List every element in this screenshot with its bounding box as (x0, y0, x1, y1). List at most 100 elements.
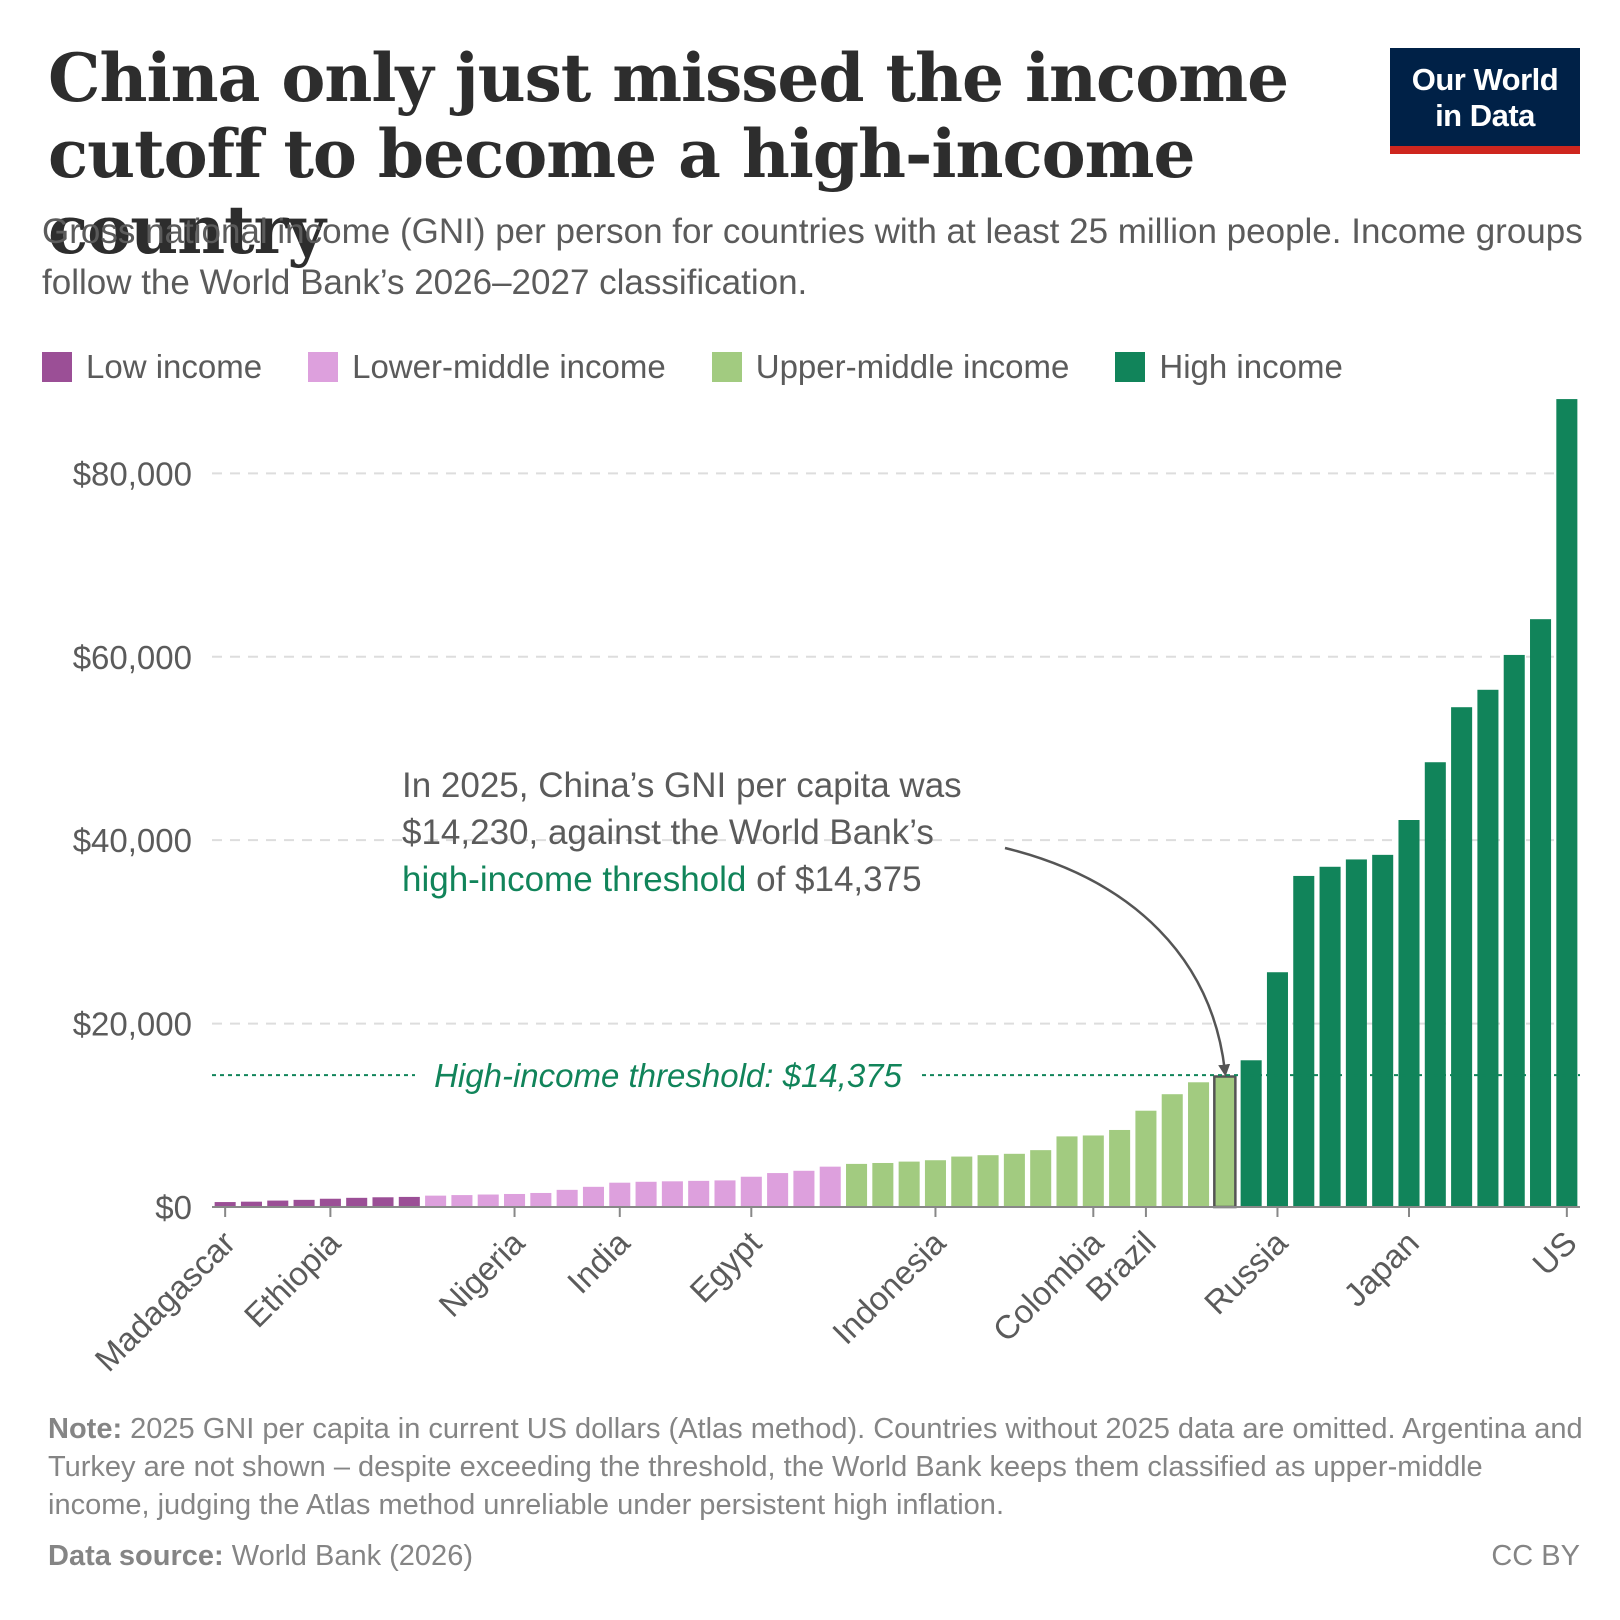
bar[interactable] (924, 1160, 946, 1207)
bar[interactable] (1424, 762, 1446, 1207)
bar[interactable] (1293, 875, 1315, 1207)
annotation-line-1: In 2025, China’s GNI per capita was (402, 766, 962, 805)
logo-line-1: Our World (1411, 62, 1559, 97)
legend-item-lower-middle[interactable]: Lower-middle income (308, 348, 666, 386)
bar[interactable] (1135, 1110, 1157, 1207)
bar-chart: $0 $20,000 $40,000 $60,000 $80,000 High-inco… (73, 399, 1584, 1378)
chart-title: China only just missed the income cutoff… (48, 39, 1289, 269)
legend-swatch-lower-middle (308, 352, 339, 382)
note-label: Note: (48, 1413, 123, 1445)
x-tick-label: Egypt (682, 1224, 768, 1310)
bar[interactable] (1082, 1135, 1104, 1207)
owid-logo[interactable]: Our World in Data (1390, 48, 1580, 154)
legend: Low income Lower-middle income Upper-mid… (42, 345, 1389, 389)
bar[interactable] (504, 1193, 526, 1207)
logo-line-2: in Data (1435, 98, 1535, 133)
bar[interactable] (1003, 1153, 1025, 1207)
x-tick-label: Ethiopia (237, 1223, 348, 1334)
threshold-line-group: High-income threshold: $14,375 (212, 1057, 1580, 1094)
bar[interactable] (767, 1173, 789, 1207)
y-tick-label: $80,000 (73, 455, 192, 492)
footnote: Note: 2025 GNI per capita in current US … (48, 1410, 1588, 1524)
legend-label-high: High income (1159, 348, 1343, 385)
bar[interactable] (267, 1200, 289, 1207)
bar[interactable] (582, 1186, 604, 1207)
x-tick-label: Nigeria (431, 1223, 532, 1324)
annotation-highlight: high-income threshold (402, 860, 746, 899)
annotation: In 2025, China’s GNI per capita was $14,… (402, 766, 962, 899)
bar[interactable] (1161, 1094, 1183, 1207)
bar[interactable] (398, 1196, 420, 1207)
data-source: Data source: World Bank (2026) (48, 1540, 473, 1573)
bar[interactable] (372, 1197, 394, 1207)
annotation-line-3: high-income threshold of $14,375 (402, 860, 922, 899)
license-link[interactable]: CC BY (1491, 1540, 1580, 1572)
legend-swatch-high (1115, 352, 1146, 382)
y-tick-label: $40,000 (73, 822, 192, 859)
y-tick-label: $0 (155, 1189, 192, 1226)
bar[interactable] (714, 1180, 736, 1207)
bar[interactable] (846, 1163, 868, 1207)
bar[interactable] (740, 1176, 762, 1207)
legend-item-upper-middle[interactable]: Upper-middle income (711, 348, 1070, 386)
x-tick-label: Indonesia (825, 1223, 953, 1351)
bar[interactable] (661, 1181, 683, 1207)
note-text: 2025 GNI per capita in current US dollar… (48, 1413, 1583, 1521)
bar[interactable] (1345, 859, 1367, 1207)
bar[interactable] (609, 1182, 631, 1207)
bar[interactable] (477, 1194, 499, 1207)
bar[interactable] (977, 1155, 999, 1207)
logo-accent-bar (1390, 146, 1580, 154)
bar[interactable] (1477, 689, 1499, 1207)
y-tick-label: $20,000 (73, 1006, 192, 1043)
bar[interactable] (1530, 619, 1552, 1207)
bar[interactable] (951, 1156, 973, 1207)
bar[interactable] (1319, 866, 1341, 1207)
bar[interactable] (451, 1195, 473, 1207)
bar[interactable] (1398, 820, 1420, 1207)
bar[interactable] (240, 1201, 262, 1207)
legend-swatch-low (42, 352, 72, 382)
source-text: World Bank (2026) (223, 1540, 473, 1572)
legend-item-high[interactable]: High income (1115, 348, 1343, 386)
bar[interactable] (819, 1166, 841, 1207)
source-label: Data source: (48, 1540, 224, 1572)
legend-label-lower-middle: Lower-middle income (352, 348, 666, 385)
legend-label-upper-middle: Upper-middle income (755, 348, 1070, 385)
y-tick-label: $60,000 (73, 639, 192, 676)
bar[interactable] (1503, 654, 1525, 1207)
bar-china[interactable] (1213, 1075, 1237, 1209)
bar[interactable] (1056, 1136, 1078, 1207)
bar[interactable] (1372, 854, 1394, 1207)
bar[interactable] (793, 1170, 815, 1207)
bar[interactable] (635, 1181, 657, 1207)
bar[interactable] (1556, 399, 1578, 1207)
bar[interactable] (1109, 1129, 1131, 1207)
legend-item-low[interactable]: Low income (42, 348, 262, 386)
x-tick-label: Russia (1197, 1223, 1295, 1321)
bars (214, 399, 1578, 1209)
bar[interactable] (688, 1180, 710, 1207)
legend-label-low: Low income (86, 348, 263, 385)
bar[interactable] (1030, 1150, 1052, 1207)
bar[interactable] (1266, 972, 1288, 1207)
bar[interactable] (319, 1198, 341, 1207)
bar[interactable] (898, 1161, 920, 1207)
x-tick-label: US (1525, 1224, 1584, 1283)
bar[interactable] (214, 1202, 236, 1207)
bar[interactable] (872, 1162, 894, 1207)
bar[interactable] (1451, 707, 1473, 1207)
bar[interactable] (346, 1197, 368, 1207)
annotation-arrow (1004, 846, 1231, 1077)
bar[interactable] (530, 1192, 552, 1207)
bar[interactable] (1240, 1060, 1262, 1207)
x-axis (212, 1206, 1580, 1217)
legend-swatch-upper-middle (711, 352, 742, 382)
bar[interactable] (1188, 1082, 1210, 1207)
bar[interactable] (425, 1195, 447, 1207)
bar[interactable] (556, 1189, 578, 1207)
annotation-line-2: $14,230, against the World Bank’s (402, 813, 934, 852)
threshold-label: High-income threshold: $14,375 (434, 1057, 902, 1094)
bar[interactable] (293, 1199, 315, 1207)
